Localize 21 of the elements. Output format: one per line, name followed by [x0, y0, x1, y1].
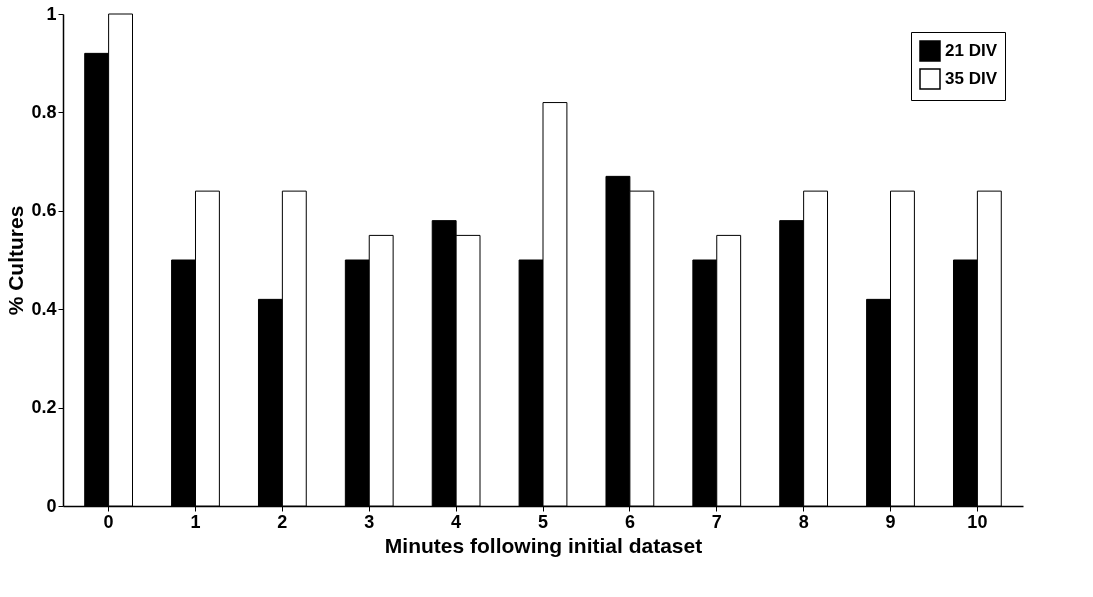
- legend-label: 35 DIV: [945, 69, 998, 88]
- y-tick-label: 0.2: [31, 397, 57, 418]
- x-tick-label: 1: [190, 511, 201, 532]
- y-tick-label: 0.6: [31, 200, 57, 221]
- y-tick-label: 0.4: [31, 298, 57, 319]
- x-tick-label: 4: [451, 511, 462, 532]
- x-tick-label: 7: [711, 511, 722, 532]
- x-tick-label: 0: [103, 511, 114, 532]
- legend-label: 21 DIV: [945, 41, 998, 60]
- y-tick-label: 1: [46, 3, 57, 24]
- x-tick-label: 6: [624, 511, 635, 532]
- x-tick-label: 5: [537, 511, 549, 532]
- x-tick-label: 9: [885, 511, 896, 532]
- x-axis-title: Minutes following initial dataset: [384, 533, 703, 557]
- y-tick-label: 0: [46, 495, 57, 516]
- y-tick-label: 0.8: [31, 101, 57, 122]
- x-tick-label: 3: [364, 511, 375, 532]
- x-tick-label: 10: [967, 511, 988, 532]
- x-tick-label: 2: [277, 511, 288, 532]
- y-axis-title: % Cultures: [4, 205, 28, 316]
- x-tick-label: 8: [798, 511, 809, 532]
